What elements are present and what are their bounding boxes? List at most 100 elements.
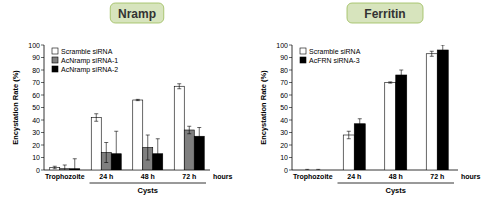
y-tick xyxy=(289,120,292,121)
error-line xyxy=(359,119,360,129)
error-line xyxy=(431,51,432,56)
bar xyxy=(343,135,354,170)
error-bar xyxy=(63,165,67,170)
legend-label: AcNramp siRNA-1 xyxy=(61,57,118,65)
error-bar xyxy=(399,70,403,80)
error-cap xyxy=(388,81,392,82)
y-tick-label: 80 xyxy=(280,67,288,74)
error-line xyxy=(179,84,180,89)
error-cap xyxy=(73,158,77,159)
error-line xyxy=(147,135,148,160)
error-cap xyxy=(156,168,160,169)
x-axis-label: hours xyxy=(461,173,481,180)
y-tick xyxy=(41,170,44,171)
error-cap xyxy=(197,145,201,146)
y-tick xyxy=(41,107,44,108)
error-bar xyxy=(441,45,445,55)
error-bar xyxy=(53,166,57,169)
error-cap xyxy=(104,142,108,143)
error-bar xyxy=(388,82,392,83)
error-bar xyxy=(177,84,181,89)
x-tick-label: 24 h xyxy=(347,173,361,180)
error-cap xyxy=(430,51,434,52)
error-cap xyxy=(104,162,108,163)
y-tick-label: 20 xyxy=(32,142,40,149)
bar xyxy=(426,54,437,170)
error-cap xyxy=(94,113,98,114)
error-bar xyxy=(305,169,309,170)
y-tick-label: 70 xyxy=(32,79,40,86)
y-tick-label: 40 xyxy=(32,117,40,124)
error-cap xyxy=(177,83,181,84)
y-tick-label: 40 xyxy=(280,117,288,124)
chart-title: Ferritin xyxy=(364,7,405,21)
error-cap xyxy=(114,131,118,132)
bar xyxy=(91,118,101,171)
error-cap xyxy=(187,126,191,127)
y-tick xyxy=(289,57,292,58)
chart-panel: FerritinEncystation Rate (%)010203040506… xyxy=(259,3,481,195)
error-cap xyxy=(399,80,403,81)
error-bar xyxy=(94,114,98,122)
y-tick xyxy=(41,70,44,71)
marks xyxy=(50,84,205,170)
error-line xyxy=(54,166,55,169)
error-bar xyxy=(114,131,118,170)
chart-title: Nramp xyxy=(118,7,156,21)
y-tick-label: 50 xyxy=(280,104,288,111)
y-tick xyxy=(289,82,292,83)
y-tick xyxy=(289,170,292,171)
error-bar xyxy=(430,51,434,56)
bar xyxy=(385,83,396,171)
error-bar xyxy=(156,139,160,169)
x-tick-label: Trophozoite xyxy=(293,173,333,181)
legend-swatch xyxy=(300,48,306,54)
x-tick-label: 48 h xyxy=(389,173,403,180)
y-tick xyxy=(41,157,44,158)
error-cap xyxy=(441,55,445,56)
error-cap xyxy=(63,165,67,166)
error-cap xyxy=(358,118,362,119)
group-label: Cysts xyxy=(138,186,158,195)
error-cap xyxy=(187,133,191,134)
error-cap xyxy=(358,128,362,129)
y-tick xyxy=(289,157,292,158)
y-tick xyxy=(289,45,292,46)
bar xyxy=(184,130,194,170)
group-line xyxy=(338,183,455,184)
error-line xyxy=(106,143,107,163)
error-bar xyxy=(316,169,320,170)
y-axis-label: Encystation Rate (%) xyxy=(11,70,20,145)
marks xyxy=(305,45,448,170)
y-tick-label: 90 xyxy=(280,54,288,61)
y-axis xyxy=(292,45,293,170)
bar xyxy=(437,50,448,170)
y-tick-label: 60 xyxy=(32,92,40,99)
y-tick xyxy=(289,145,292,146)
error-cap xyxy=(399,70,403,71)
error-cap xyxy=(53,166,57,167)
error-bar xyxy=(347,131,351,139)
y-tick-label: 30 xyxy=(280,129,288,136)
error-line xyxy=(189,126,190,134)
error-line xyxy=(348,131,349,139)
y-tick xyxy=(41,95,44,96)
error-line xyxy=(116,131,117,170)
title-box xyxy=(347,3,423,23)
y-tick xyxy=(41,120,44,121)
error-cap xyxy=(94,121,98,122)
y-tick xyxy=(41,57,44,58)
y-tick-label: 100 xyxy=(276,42,288,49)
chart-panel: NrampEncystation Rate (%)010203040506070… xyxy=(11,3,233,195)
error-cap xyxy=(146,160,150,161)
error-cap xyxy=(347,131,351,132)
legend-label: AcFRN siRNA-3 xyxy=(309,57,360,64)
y-tick-label: 60 xyxy=(280,92,288,99)
y-tick xyxy=(41,132,44,133)
x-tick-label: 72 h xyxy=(182,173,196,180)
legend: Scramble siRNAAcFRN siRNA-3 xyxy=(300,48,361,64)
error-cap xyxy=(197,127,201,128)
legend-swatch xyxy=(52,48,58,54)
error-line xyxy=(199,128,200,146)
bar xyxy=(174,86,184,170)
